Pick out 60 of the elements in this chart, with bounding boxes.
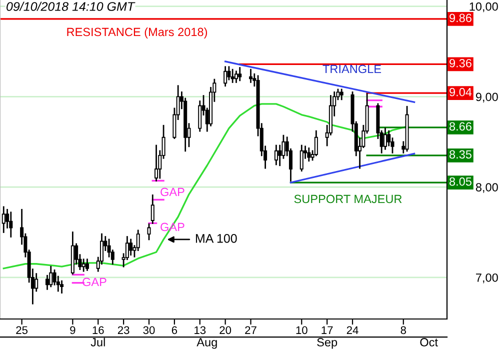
y-tick-label: 9,00 <box>476 92 498 102</box>
x-tick-label: 30 <box>143 326 155 334</box>
annotation: MA 100 <box>196 234 237 243</box>
y-tick-label: 10,00 <box>470 2 498 12</box>
candlestick <box>60 280 64 294</box>
annotation: SUPPORT MAJEUR <box>294 194 402 204</box>
candlestick <box>314 130 318 156</box>
candlestick <box>230 68 234 83</box>
candlestick <box>82 258 86 272</box>
data-label: 8.66 <box>450 122 472 131</box>
candlestick <box>234 70 238 83</box>
candlestick <box>307 148 311 162</box>
candlestick <box>154 144 158 182</box>
data-label: 8.05 <box>450 177 472 186</box>
candlestick <box>129 238 133 256</box>
annotation: GAP <box>82 278 106 286</box>
data-label: 9.04 <box>450 88 472 96</box>
annotation: RESISTANCE (Mars 2018) <box>67 28 208 38</box>
candlestick <box>383 128 387 150</box>
data-label: 9.86 <box>450 14 472 22</box>
candlestick <box>147 223 151 240</box>
x-tick-label: 9 <box>70 326 76 334</box>
y-tick-label: 7,00 <box>476 273 498 284</box>
x2-tick-label: Aug <box>196 338 217 349</box>
candlestick <box>278 144 282 166</box>
data-label: 9.36 <box>450 58 472 68</box>
x-tick-label: 27 <box>245 326 256 334</box>
x-tick-label: 25 <box>16 326 28 334</box>
x-tick-label: 13 <box>194 326 206 334</box>
x-tick-label: 24 <box>346 326 358 334</box>
candlestick <box>85 258 89 271</box>
x-tick-label: 8 <box>400 326 406 334</box>
x-tick-label: 20 <box>220 326 232 334</box>
chart-title: 09/10/2018 14:10 GMT <box>6 2 136 11</box>
candlestick <box>2 206 6 233</box>
y-tick-label: 8,00 <box>476 183 498 193</box>
annotation: TRIANGLE <box>322 64 382 74</box>
x-tick-label: 6 <box>172 326 178 334</box>
candlestick <box>9 212 13 238</box>
candlestick <box>45 274 49 290</box>
candlestick <box>227 66 231 80</box>
candlestick <box>34 273 38 292</box>
x-tick-label: 23 <box>118 326 130 334</box>
candlestick <box>224 66 228 87</box>
candlestick <box>340 88 344 100</box>
x2-tick-label: Oct <box>420 338 438 346</box>
data-label: 8.35 <box>450 150 472 159</box>
candlestick <box>238 67 242 82</box>
line-series <box>2 103 408 270</box>
candlestick <box>300 144 304 172</box>
annotation: GAP <box>160 188 184 196</box>
x-tick-label: 16 <box>92 326 104 334</box>
candlestick <box>274 144 278 166</box>
x-tick-label: 10 <box>296 326 308 334</box>
x2-tick-label: Jul <box>90 338 105 346</box>
candlestick <box>49 266 53 288</box>
candlestick <box>150 194 154 224</box>
x-tick-label: 17 <box>322 326 333 334</box>
x2-tick-label: Sep <box>317 338 338 349</box>
candlestick <box>249 68 253 83</box>
